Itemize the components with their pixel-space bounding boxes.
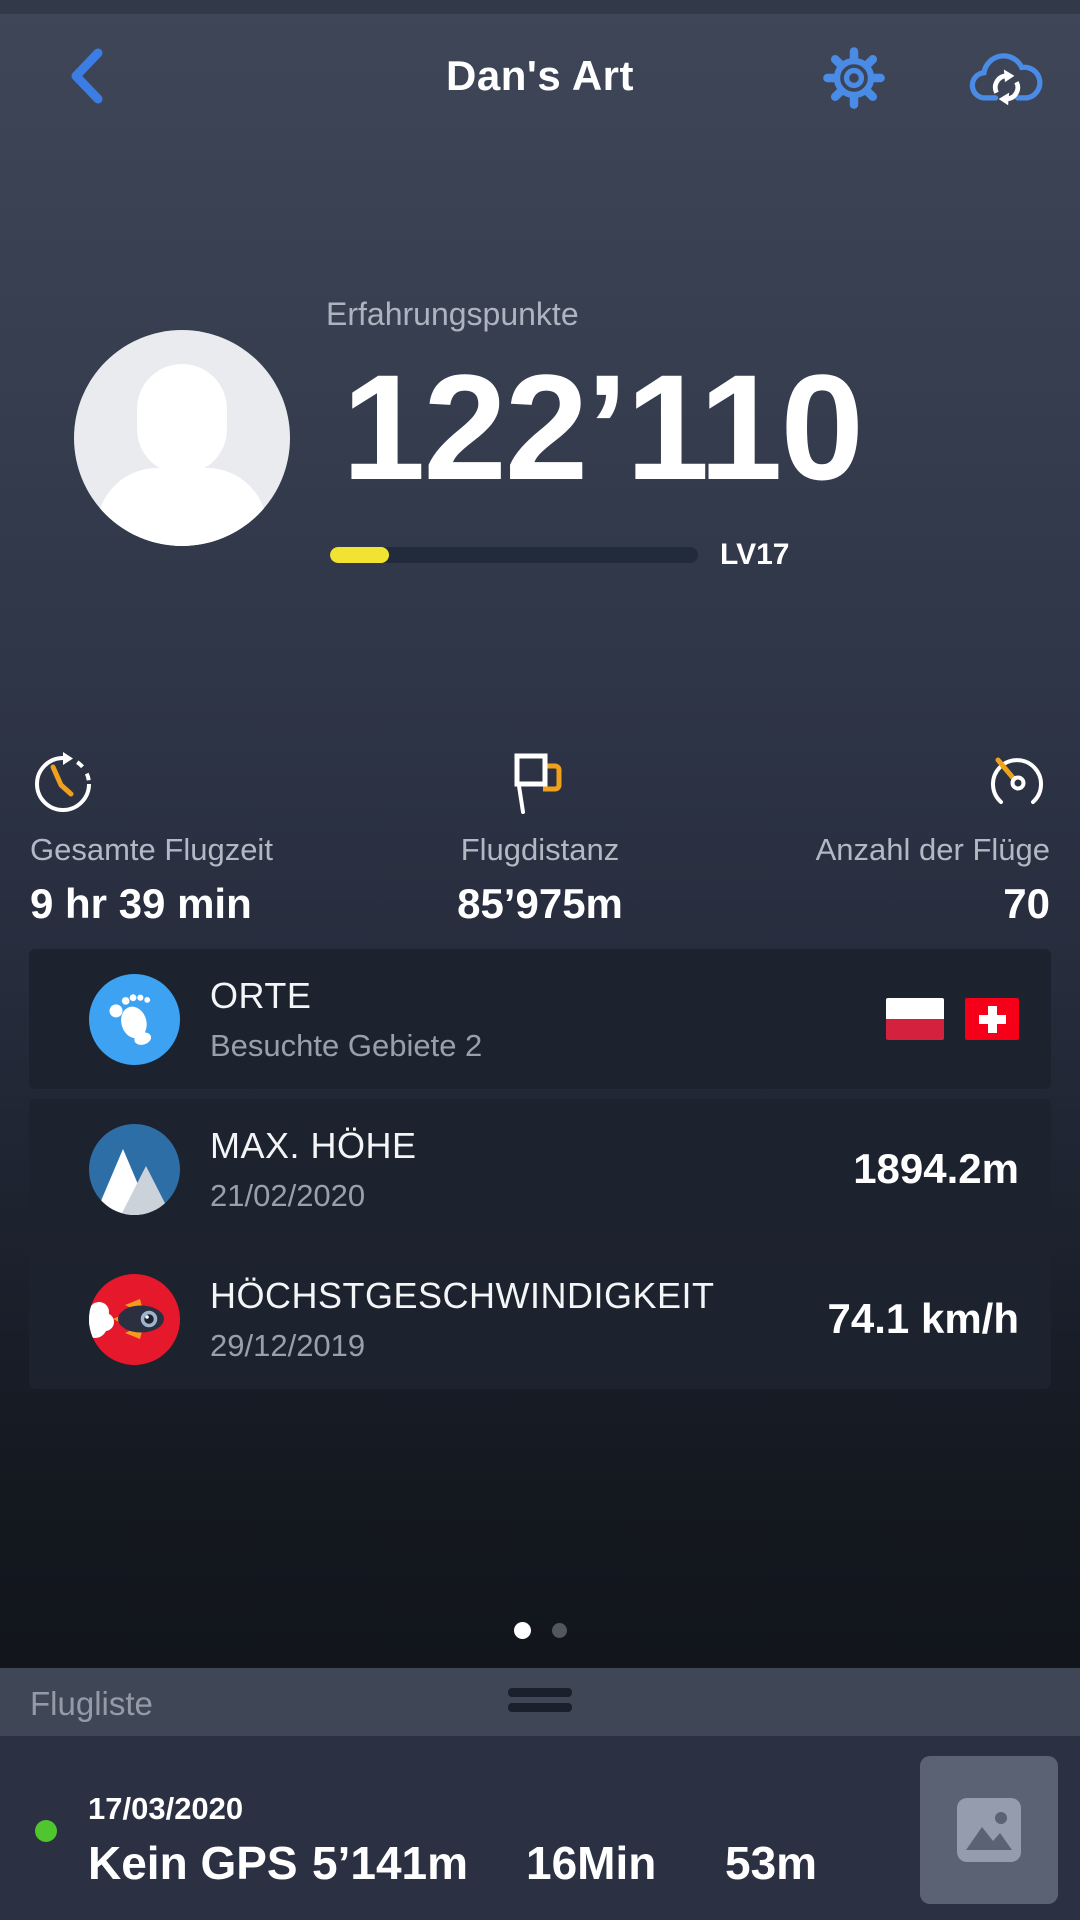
achievement-cards: ORTE Besuchte Gebiete 2 MAX. HÖHE 21/02/…	[29, 949, 1051, 1399]
cloud-sync-icon	[969, 53, 1043, 106]
card-places[interactable]: ORTE Besuchte Gebiete 2	[29, 949, 1051, 1089]
flags-icon	[0, 748, 1080, 818]
avatar-head-shape	[137, 364, 227, 474]
flight-distance: 5’141m	[312, 1837, 469, 1889]
flight-gps-status: Kein GPS	[88, 1837, 298, 1889]
footprint-icon	[89, 973, 180, 1065]
card-subtitle: 29/12/2019	[210, 1327, 366, 1363]
progress-fill	[330, 547, 389, 563]
card-subtitle: Besuchte Gebiete 2	[210, 1027, 483, 1063]
xp-value: 122’110	[342, 343, 864, 511]
rocket-icon	[89, 1273, 180, 1365]
avatar-shoulders-shape	[97, 468, 267, 546]
stat-label: Flugdistanz	[460, 832, 620, 867]
card-title: ORTE	[210, 974, 312, 1016]
flight-list-title: Flugliste	[30, 1685, 153, 1722]
progress-track	[330, 547, 698, 563]
card-value: 74.1 km/h	[827, 1295, 1019, 1342]
back-button[interactable]	[64, 45, 112, 107]
image-placeholder-icon	[957, 1798, 1021, 1862]
flight-duration: 16Min	[526, 1837, 657, 1889]
green-status-dot-icon	[35, 1820, 57, 1842]
card-subtitle: 21/02/2020	[210, 1177, 366, 1213]
speedometer-icon	[816, 748, 1050, 818]
settings-button[interactable]	[820, 44, 888, 112]
card-title: MAX. HÖHE	[210, 1124, 417, 1166]
stat-value: 85’975m	[457, 880, 623, 927]
stopwatch-icon	[30, 748, 273, 818]
stat-label: Gesamte Flugzeit	[30, 832, 273, 867]
page-title: Dan's Art	[446, 52, 634, 99]
switzerland-flag-icon	[965, 998, 1019, 1040]
page-indicator	[0, 1622, 1080, 1639]
mountain-icon	[89, 1123, 180, 1215]
flight-list-item[interactable]: 17/03/2020 Kein GPS 5’141m 16Min 53m	[0, 1736, 1080, 1920]
stat-flight-distance: Flugdistanz 85’975m	[0, 748, 1080, 928]
level-label: LV17	[720, 538, 790, 571]
stat-flight-time: Gesamte Flugzeit 9 hr 39 min	[30, 748, 273, 928]
stat-flight-count: Anzahl der Flüge 70	[816, 748, 1050, 928]
page-dot-inactive[interactable]	[551, 1623, 567, 1638]
stat-label: Anzahl der Flüge	[815, 832, 1050, 867]
xp-label: Erfahrungspunkte	[326, 296, 579, 332]
poland-flag-icon	[886, 998, 944, 1040]
card-max-altitude[interactable]: MAX. HÖHE 21/02/2020 1894.2m	[29, 1099, 1051, 1239]
chevron-left-icon	[71, 48, 103, 104]
flight-date: 17/03/2020	[88, 1791, 244, 1826]
page-dot-active[interactable]	[513, 1622, 531, 1639]
flight-list-sheet-header[interactable]: Flugliste	[0, 1668, 1080, 1736]
avatar[interactable]	[74, 330, 290, 546]
level-progress: LV17	[330, 538, 800, 571]
card-title: HÖCHSTGESCHWINDIGKEIT	[210, 1274, 715, 1316]
card-value: 1894.2m	[853, 1145, 1019, 1192]
stat-value: 70	[1003, 880, 1050, 927]
card-top-speed[interactable]: HÖCHSTGESCHWINDIGKEIT 29/12/2019 74.1 km…	[29, 1249, 1051, 1389]
drag-handle-icon[interactable]	[508, 1688, 572, 1718]
gear-icon	[823, 47, 885, 109]
cloud-sync-button[interactable]	[964, 44, 1048, 114]
flight-altitude: 53m	[725, 1837, 818, 1889]
status-bar	[0, 0, 1080, 14]
stat-value: 9 hr 39 min	[30, 880, 252, 927]
flight-photo-thumbnail[interactable]	[920, 1756, 1058, 1904]
